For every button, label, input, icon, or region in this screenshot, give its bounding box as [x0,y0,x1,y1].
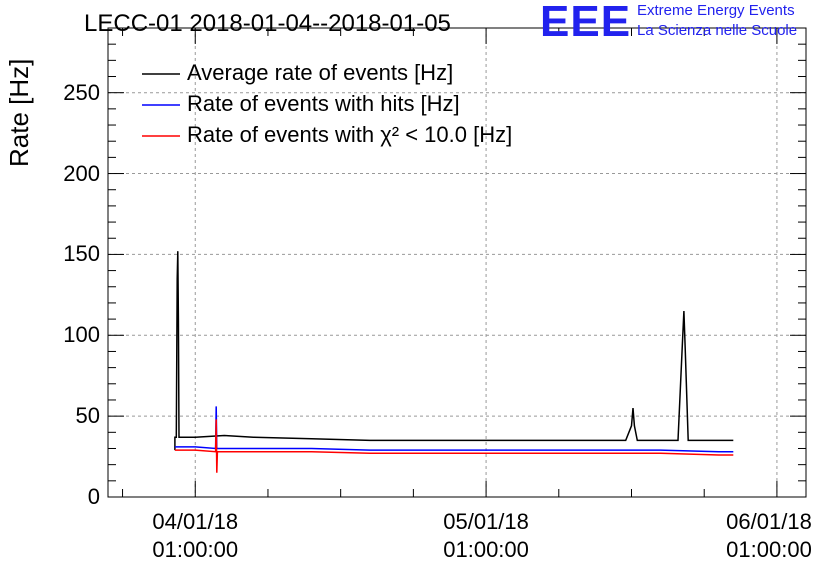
y-tick-label: 250 [63,79,100,105]
x-tick-label: 04/01/18 01:00:00 [130,508,260,564]
x-tick-date: 04/01/18 [152,509,239,534]
y-axis-label: Rate [Hz] [4,58,34,167]
logo-line-1: Extreme Energy Events [637,2,795,19]
legend-label-0: Average rate of events [Hz] [187,60,454,85]
logo-line-2: La Scienza nelle Scuole [637,22,798,39]
x-tick-time: 01:00:00 [443,537,529,562]
x-tick-label: 05/01/18 01:00:00 [421,508,551,564]
series-line-2 [174,419,734,473]
chart-title: LECC-01 2018-01-04--2018-01-05 [84,10,451,37]
series-line-0 [174,251,734,451]
x-tick-time: 01:00:00 [726,537,812,562]
y-tick-label: 150 [63,241,100,267]
x-tick-time: 01:00:00 [152,537,239,562]
x-tick-label: 06/01/18 01:00:00 [704,508,834,564]
legend-label-1: Rate of events with hits [Hz] [187,91,460,116]
legend-label-2: Rate of events with χ² < 10.0 [Hz] [187,122,513,147]
x-tick-date: 05/01/18 [443,509,529,534]
series-line-1 [174,406,734,453]
y-tick-label: 200 [63,160,100,186]
x-tick-date: 06/01/18 [726,509,812,534]
eee-logo: EEE [540,0,632,46]
plot-frame [107,27,807,498]
y-tick-label: 50 [75,403,100,429]
y-tick-label: 0 [87,484,100,509]
y-tick-label: 100 [63,322,100,348]
